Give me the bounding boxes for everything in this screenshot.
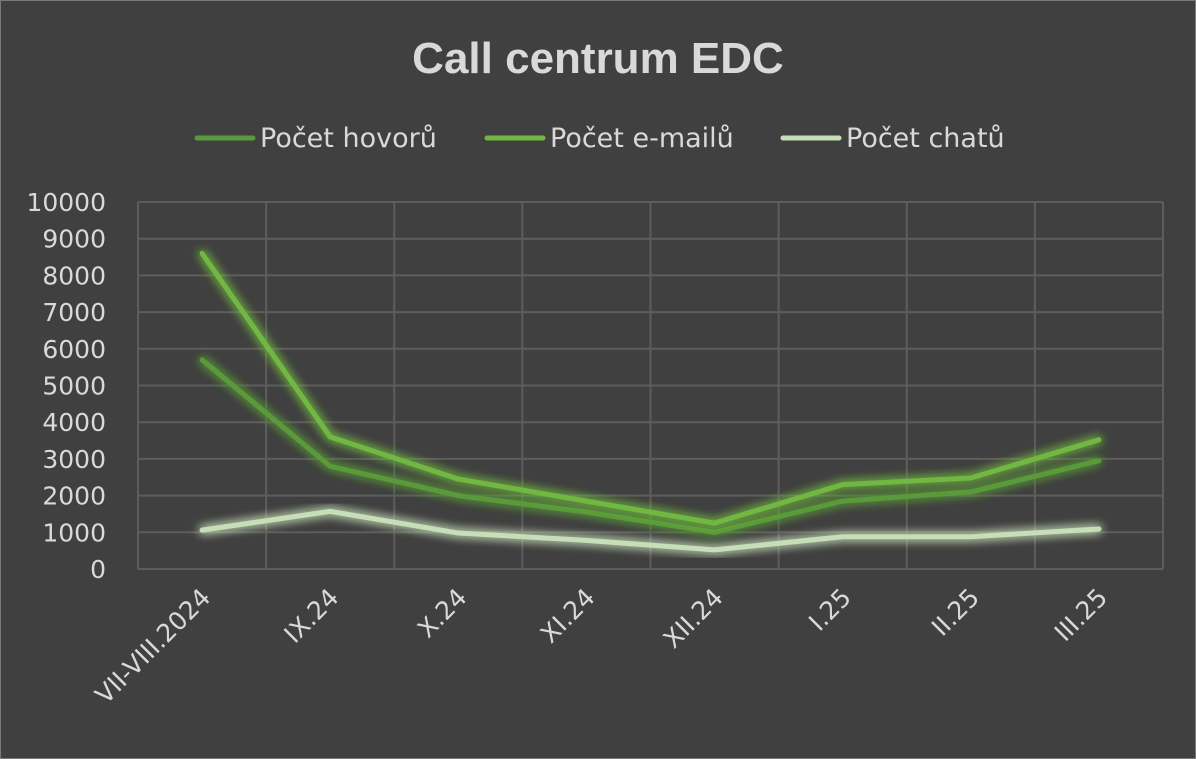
x-tick-label: III.25: [1049, 583, 1113, 647]
x-tick-label: IX.24: [278, 583, 344, 649]
series-line-2: [199, 250, 1102, 526]
y-tick-label: 7000: [42, 298, 106, 327]
x-tick-label: XI.24: [535, 583, 601, 649]
legend-label-3: Počet chatů: [846, 123, 1005, 154]
y-tick-label: 5000: [42, 372, 106, 401]
chart-title: Call centrum EDC: [412, 34, 784, 83]
y-tick-label: 6000: [42, 335, 106, 364]
y-tick-label: 8000: [42, 261, 106, 290]
y-tick-label: 10000: [26, 188, 106, 217]
chart-series: [199, 250, 1102, 553]
series-line-1: [199, 357, 1102, 535]
x-tick-label: II.25: [926, 583, 985, 642]
y-tick-label: 9000: [42, 225, 106, 254]
y-axis-ticks: 1000090008000700060005000400030002000100…: [26, 188, 106, 584]
x-tick-label: XII.24: [658, 583, 729, 654]
x-tick-label: VII-VIII.2024: [90, 583, 217, 710]
y-tick-label: 3000: [42, 445, 106, 474]
x-tick-label: I.25: [803, 583, 857, 637]
x-axis-ticks: VII-VIII.2024 IX.24 X.24 XI.24 XII.24 I.25 II.…: [90, 583, 1114, 710]
x-tick-label: X.24: [412, 583, 473, 644]
legend-label-1: Počet hovorů: [260, 123, 437, 154]
y-tick-label: 2000: [42, 482, 106, 511]
y-tick-label: 1000: [42, 518, 106, 547]
chart-legend: Počet hovorů Počet e-mailů Počet chatů: [194, 123, 1005, 154]
y-tick-label: 0: [90, 555, 106, 584]
y-tick-label: 4000: [42, 408, 106, 437]
chart-gridlines: [137, 201, 1164, 570]
series-line-3: [199, 508, 1102, 553]
legend-label-2: Počet e-mailů: [550, 123, 734, 154]
